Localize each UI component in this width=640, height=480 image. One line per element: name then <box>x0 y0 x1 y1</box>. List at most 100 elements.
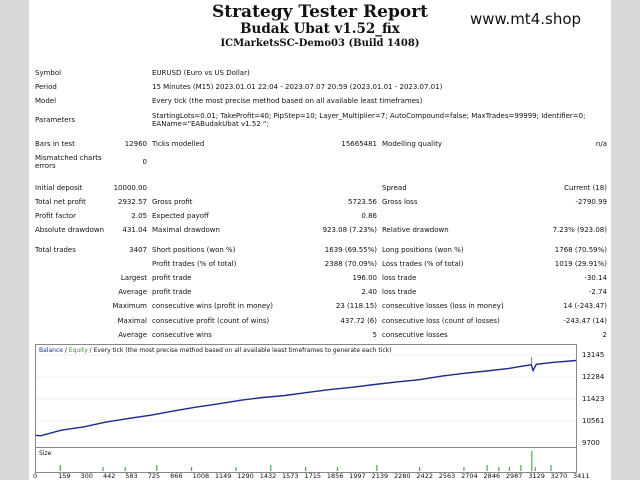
size-bar <box>534 467 536 471</box>
model-value: Every tick (the most precise method base… <box>152 97 423 105</box>
ticks-label: Ticks modelled <box>152 140 205 148</box>
net-profit-value: 2932.57 <box>118 198 147 206</box>
avg-cons-losses-value: 2 <box>602 331 607 339</box>
chart-legend: Balance / Equity / Every tick (the most … <box>39 347 392 354</box>
size-bar <box>376 465 378 471</box>
x-tick-label-15: 2139 <box>371 472 389 480</box>
size-bar <box>520 465 522 471</box>
period-value: 15 Minutes (M15) 2023.01.01 22:04 - 2023… <box>152 83 443 91</box>
gross-profit-value: 5723.56 <box>348 198 377 206</box>
quality-label: Modelling quality <box>382 140 442 148</box>
net-profit-label: Total net profit <box>35 198 86 206</box>
average-loss-label: loss trade <box>382 288 417 296</box>
max-cons-wins-label: consecutive wins (profit in money) <box>152 302 274 310</box>
size-bar <box>531 451 533 471</box>
x-tick-label-8: 1149 <box>214 472 232 480</box>
y-tick-label-3: 10561 <box>582 417 605 425</box>
spread-label: Spread <box>382 184 407 192</box>
mismatch-label: Mismatched charts errors <box>35 154 102 170</box>
model-label: Model <box>35 97 57 105</box>
bars-value: 12960 <box>124 140 147 148</box>
long-positions-value: 1768 (70.59%) <box>554 246 607 254</box>
initial-deposit-label: Initial deposit <box>35 184 83 192</box>
largest-label: Largest <box>120 274 147 282</box>
x-tick-label-16: 2280 <box>393 472 411 480</box>
y-tick-label-1: 12284 <box>582 372 605 381</box>
short-positions-value: 1639 (69.55%) <box>324 246 377 254</box>
maximal-loss-label: consecutive loss (count of losses) <box>382 317 500 325</box>
size-bar <box>508 467 510 471</box>
size-bar <box>486 465 488 471</box>
report-title: Strategy Tester Report <box>211 2 429 22</box>
average2-label: Average <box>118 331 147 339</box>
expected-payoff-label: Expected payoff <box>152 212 209 220</box>
quality-value: n/a <box>595 140 607 148</box>
x-tick-label-13: 1856 <box>326 472 344 480</box>
size-bar <box>270 465 272 471</box>
largest-profit-value: 196.00 <box>352 274 378 282</box>
size-bar <box>191 467 193 471</box>
size-bar <box>419 467 421 471</box>
avg-cons-wins-value: 5 <box>372 331 377 339</box>
gross-profit-label: Gross profit <box>152 198 193 206</box>
size-chart: Size <box>35 447 577 473</box>
size-bar <box>156 465 158 471</box>
largest-loss-label: loss trade <box>382 274 417 282</box>
profit-factor-label: Profit factor <box>35 212 76 220</box>
avg-cons-losses-label: consecutive losses <box>382 331 448 339</box>
size-bar <box>124 467 126 471</box>
x-tick-label-11: 1573 <box>282 472 299 480</box>
balance-series-line <box>36 359 576 437</box>
x-tick-label-7: 1008 <box>192 472 210 480</box>
gross-loss-label: Gross loss <box>382 198 418 206</box>
legend-model: / Every tick (the most precise method ba… <box>87 347 392 354</box>
largest-profit-label: profit trade <box>152 274 192 282</box>
max-drawdown-label: Maximal drawdown <box>152 226 220 234</box>
x-tick-label-22: 3129 <box>528 472 545 480</box>
x-tick-label-14: 1997 <box>349 472 366 480</box>
profit-factor-value: 2.05 <box>131 212 147 220</box>
x-tick-label-4: 583 <box>125 472 138 480</box>
x-tick-label-1: 159 <box>58 472 71 480</box>
maximal-label: Maximal <box>117 317 147 325</box>
largest-loss-value: -30.14 <box>584 274 607 282</box>
size-bar <box>463 467 465 471</box>
x-tick-label-18: 2563 <box>438 472 456 480</box>
x-tick-label-2: 300 <box>80 472 93 480</box>
size-bar <box>336 467 338 471</box>
mismatch-value: 0 <box>142 158 147 166</box>
total-trades-value: 3407 <box>129 246 147 254</box>
maximal-loss-value: -243.47 (14) <box>563 317 607 325</box>
x-tick-label-17: 2422 <box>416 472 433 480</box>
parameters-label: Parameters <box>35 116 76 124</box>
gross-loss-value: -2790.99 <box>575 198 607 206</box>
size-bar <box>102 467 104 471</box>
expert-name: Budak Ubat v1.52_fix <box>240 21 400 37</box>
x-tick-label-19: 2704 <box>461 472 478 480</box>
size-bar <box>305 467 307 471</box>
legend-balance: Balance <box>39 347 63 354</box>
parameters-value: StartingLots=0.01; TakeProfit=40; PipSte… <box>152 112 586 128</box>
average-profit-label: profit trade <box>152 288 192 296</box>
size-bar <box>235 467 237 471</box>
size-chart-svg <box>59 451 552 471</box>
initial-deposit-value: 10000.00 <box>113 184 147 192</box>
x-tick-label-3: 442 <box>102 472 116 480</box>
max-cons-losses-label: consecutive losses (loss in money) <box>382 302 504 310</box>
average-loss-value: -2.74 <box>588 288 607 296</box>
total-trades-label: Total trades <box>35 246 76 254</box>
ticks-value: 15665481 <box>341 140 377 148</box>
x-tick-label-0: 0 <box>33 472 38 480</box>
x-tick-label-23: 3270 <box>550 472 568 480</box>
symbol-value: EURUSD (Euro vs US Dollar) <box>152 69 250 77</box>
x-tick-label-5: 725 <box>147 472 161 480</box>
max-cons-wins-value: 23 (118.15) <box>335 302 377 310</box>
size-bar <box>550 465 552 471</box>
legend-equity: Equity <box>68 347 88 354</box>
size-bar <box>498 467 500 471</box>
size-bar <box>59 465 61 471</box>
y-tick-label-4: 9700 <box>582 439 600 447</box>
avg-cons-wins-label: consecutive wins <box>152 331 212 339</box>
rel-drawdown-value: 7.23% (923.08) <box>552 226 607 234</box>
report-page: Strategy Tester Report Budak Ubat v1.52_… <box>29 0 611 480</box>
